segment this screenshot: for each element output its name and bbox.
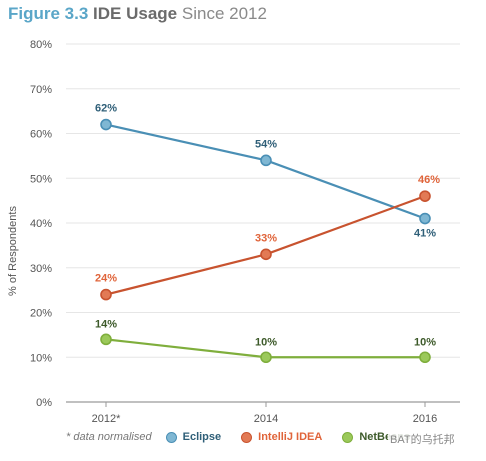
x-tick-label: 2016 [413, 413, 437, 425]
x-tick-label: 2012* [92, 413, 121, 425]
chart-subtitle: Since 2012 [181, 4, 267, 23]
data-point [419, 351, 431, 364]
data-point [260, 351, 272, 364]
y-tick-label: 60% [30, 129, 52, 141]
data-point [100, 333, 112, 346]
y-tick-label: 10% [30, 352, 52, 364]
chart-title: Figure 3.3 IDE Usage Since 2012 [8, 4, 267, 24]
y-tick-label: 50% [30, 173, 52, 185]
y-tick-label: 30% [30, 263, 52, 275]
normalised-note: * data normalised [66, 431, 152, 443]
y-tick-label: 40% [30, 218, 52, 230]
data-point [419, 212, 431, 225]
data-point [419, 190, 431, 202]
data-point [100, 288, 112, 301]
chart-name: IDE Usage [93, 4, 178, 23]
legend-item-eclipse: Eclipse [165, 431, 222, 443]
data-label: 14% [95, 318, 117, 330]
data-label: 41% [414, 228, 436, 240]
y-tick-label: 20% [30, 308, 52, 320]
x-tick-label: 2014 [254, 413, 278, 425]
legend-item-intellij-idea: IntelliJ IDEA [241, 431, 322, 443]
legend-label: Eclipse [182, 431, 222, 443]
legend-label: IntelliJ IDEA [258, 431, 323, 443]
legend: * data normalised Eclipse IntelliJ IDEA Ne… [66, 431, 430, 443]
data-point [100, 118, 112, 131]
data-label: 62% [95, 103, 117, 115]
data-point [260, 248, 272, 261]
data-label: 10% [414, 336, 436, 348]
y-tick-label: 80% [30, 39, 52, 51]
data-label: 24% [95, 273, 117, 285]
y-tick-label: 0% [36, 397, 52, 409]
y-axis-label: % of Respondents [7, 206, 19, 296]
data-label: 46% [418, 174, 440, 186]
legend-marker [342, 431, 354, 443]
y-tick-label: 70% [30, 84, 52, 96]
data-label: 33% [255, 232, 277, 244]
data-label: 10% [255, 336, 277, 348]
watermark: BAT的乌托邦 [388, 431, 457, 447]
series-line-intellij-idea [105, 195, 426, 296]
legend-marker [241, 431, 253, 443]
data-label: 54% [255, 138, 277, 150]
data-point [260, 154, 272, 167]
figure-number: Figure 3.3 [8, 4, 89, 23]
legend-marker [165, 431, 177, 443]
